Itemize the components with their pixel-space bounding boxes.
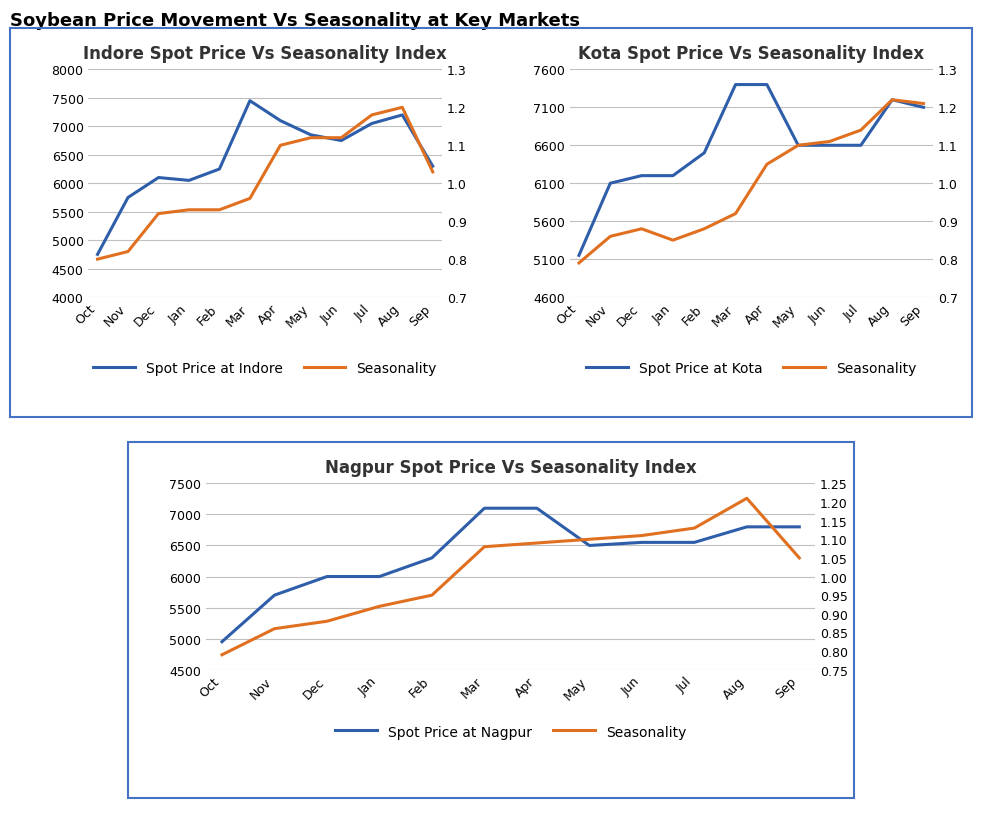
Spot Price at Indore: [366, 119, 378, 129]
Seasonality: [427, 168, 439, 178]
Seasonality: [604, 232, 616, 242]
Seasonality: [216, 650, 228, 660]
Seasonality: [426, 590, 438, 600]
Spot Price at Nagpur: [426, 553, 438, 563]
Seasonality: [152, 209, 164, 219]
Spot Price at Nagpur: [268, 590, 280, 600]
Title: Nagpur Spot Price Vs Seasonality Index: Nagpur Spot Price Vs Seasonality Index: [325, 459, 696, 476]
Spot Price at Nagpur: [688, 538, 700, 547]
Title: Indore Spot Price Vs Seasonality Index: Indore Spot Price Vs Seasonality Index: [83, 45, 447, 63]
Seasonality: [761, 160, 773, 170]
Seasonality: [792, 141, 804, 151]
Seasonality: [741, 494, 753, 504]
Spot Price at Nagpur: [741, 523, 753, 533]
Seasonality: [636, 531, 648, 541]
Spot Price at Indore: [183, 176, 194, 186]
Seasonality: [244, 194, 255, 204]
Legend: Spot Price at Indore, Seasonality: Spot Price at Indore, Seasonality: [86, 355, 444, 383]
Seasonality: [91, 255, 103, 265]
Spot Price at Kota: [730, 80, 741, 90]
Spot Price at Indore: [122, 194, 134, 203]
Seasonality: [305, 133, 317, 144]
Spot Price at Indore: [427, 162, 439, 172]
Seasonality: [531, 538, 543, 548]
Spot Price at Nagpur: [321, 572, 333, 582]
Seasonality: [268, 624, 280, 633]
Seasonality: [688, 523, 700, 533]
Seasonality: [573, 259, 585, 269]
Seasonality: [275, 141, 287, 151]
Legend: Spot Price at Kota, Seasonality: Spot Price at Kota, Seasonality: [579, 355, 923, 383]
Spot Price at Indore: [397, 111, 409, 121]
Seasonality: [855, 126, 867, 136]
Seasonality: [667, 236, 679, 246]
Legend: Spot Price at Nagpur, Seasonality: Spot Price at Nagpur, Seasonality: [328, 718, 693, 746]
Spot Price at Kota: [698, 149, 710, 159]
Spot Price at Nagpur: [583, 541, 595, 551]
Seasonality: [478, 543, 490, 552]
Line: Spot Price at Nagpur: Spot Price at Nagpur: [222, 509, 799, 642]
Seasonality: [373, 602, 385, 612]
Seasonality: [336, 133, 348, 144]
Seasonality: [793, 553, 805, 563]
Seasonality: [824, 137, 836, 147]
Seasonality: [730, 209, 741, 219]
Spot Price at Kota: [667, 171, 679, 181]
Spot Price at Nagpur: [216, 637, 228, 647]
Seasonality: [213, 206, 225, 216]
Line: Spot Price at Kota: Spot Price at Kota: [579, 85, 923, 256]
Seasonality: [397, 103, 409, 113]
Seasonality: [366, 111, 378, 121]
Seasonality: [183, 206, 194, 216]
Line: Spot Price at Indore: Spot Price at Indore: [97, 102, 433, 255]
Spot Price at Indore: [91, 250, 103, 260]
Spot Price at Indore: [152, 174, 164, 184]
Seasonality: [698, 224, 710, 235]
Spot Price at Nagpur: [636, 538, 648, 547]
Spot Price at Kota: [887, 96, 899, 106]
Spot Price at Kota: [573, 251, 585, 261]
Seasonality: [635, 224, 647, 235]
Spot Price at Kota: [824, 141, 836, 151]
Spot Price at Indore: [213, 165, 225, 174]
Spot Price at Kota: [761, 80, 773, 90]
Spot Price at Indore: [244, 97, 255, 107]
Line: Seasonality: Seasonality: [97, 108, 433, 260]
Line: Seasonality: Seasonality: [579, 101, 923, 264]
Title: Kota Spot Price Vs Seasonality Index: Kota Spot Price Vs Seasonality Index: [578, 45, 924, 63]
Spot Price at Nagpur: [793, 523, 805, 533]
Spot Price at Kota: [917, 103, 929, 113]
Spot Price at Nagpur: [531, 504, 543, 514]
Text: Soybean Price Movement Vs Seasonality at Key Markets: Soybean Price Movement Vs Seasonality at…: [10, 12, 579, 31]
Line: Seasonality: Seasonality: [222, 499, 799, 655]
Spot Price at Kota: [604, 179, 616, 189]
Spot Price at Kota: [792, 141, 804, 151]
Spot Price at Nagpur: [478, 504, 490, 514]
Seasonality: [887, 96, 899, 106]
Seasonality: [917, 99, 929, 109]
Spot Price at Kota: [635, 171, 647, 181]
Seasonality: [321, 617, 333, 627]
Seasonality: [122, 247, 134, 257]
Spot Price at Indore: [305, 131, 317, 141]
Seasonality: [583, 534, 595, 544]
Spot Price at Kota: [855, 141, 867, 151]
Spot Price at Nagpur: [373, 572, 385, 582]
Spot Price at Indore: [275, 117, 287, 127]
Spot Price at Indore: [336, 136, 348, 146]
